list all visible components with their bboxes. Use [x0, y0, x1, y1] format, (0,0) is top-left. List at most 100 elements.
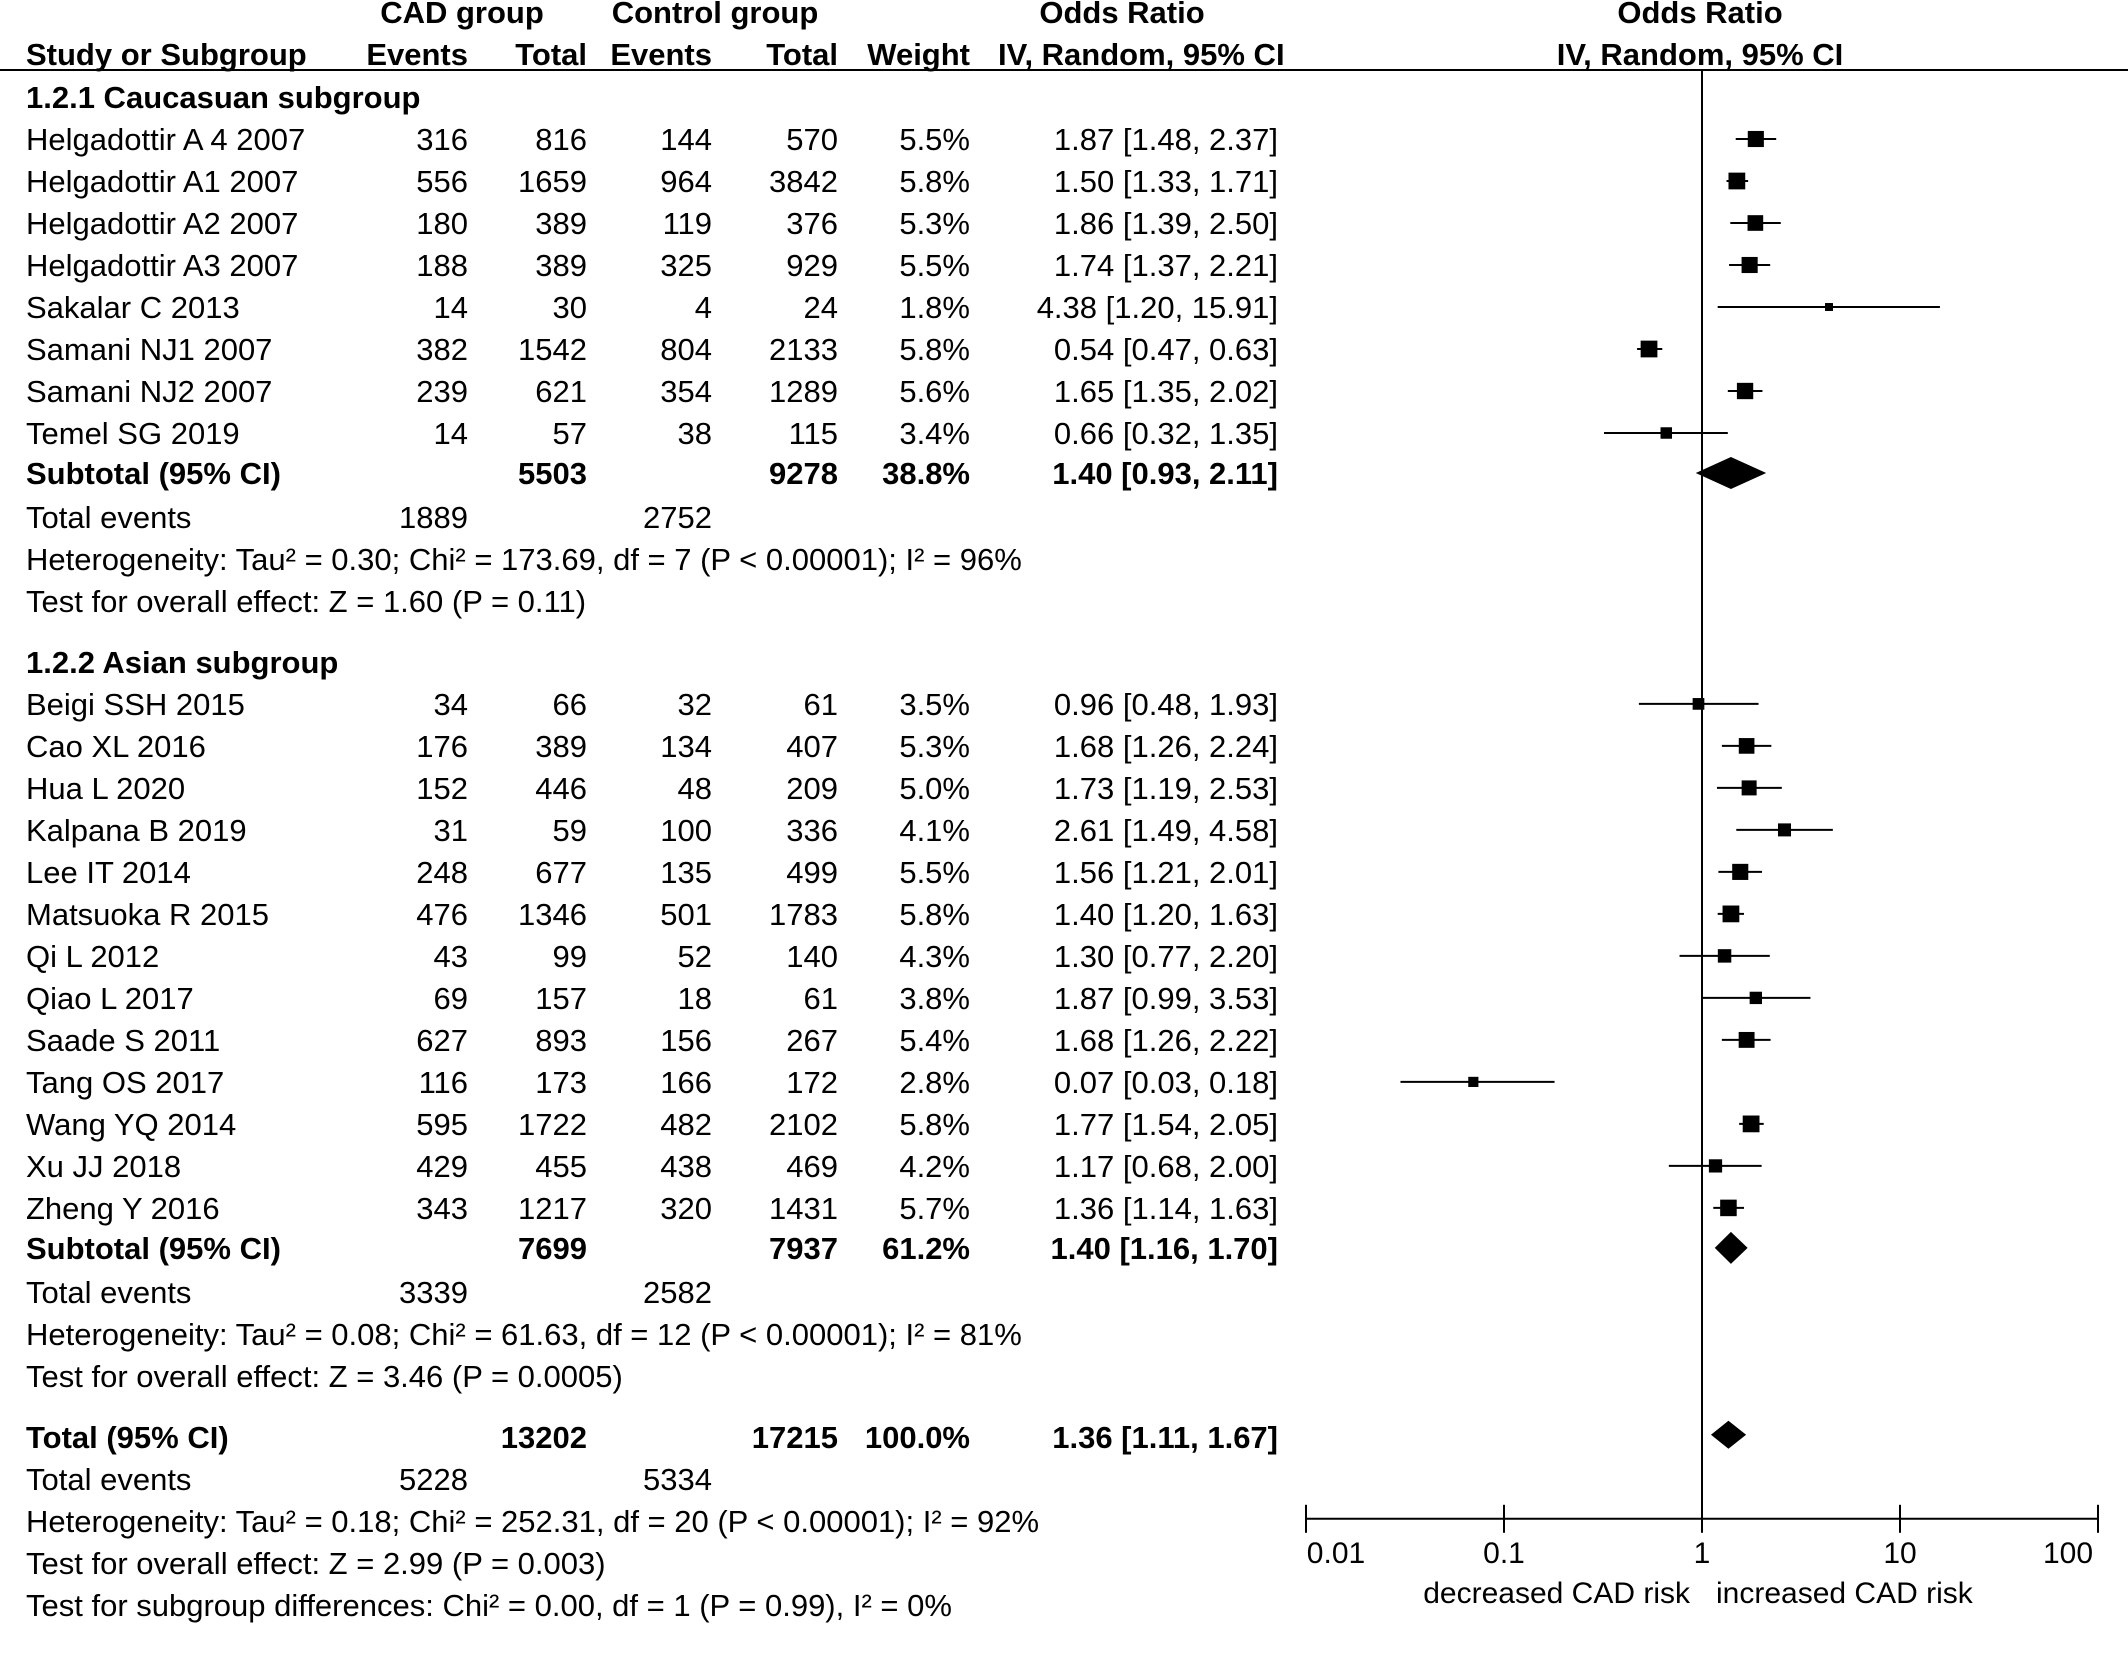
cad-total: 455	[535, 1149, 587, 1184]
table-row: Wang YQ 2014 595 1722 482 2102 5.8% 1.77 [1.54…	[26, 1107, 1278, 1142]
point-estimate	[1722, 905, 1740, 923]
odds-ratio-ci: 1.86 [1.39, 2.50]	[1054, 206, 1278, 241]
subgroup-title: 1.2.2 Asian subgroup	[26, 645, 338, 680]
odds-ratio-ci: 4.38 [1.20, 15.91]	[1037, 290, 1278, 325]
weight: 5.5%	[899, 855, 970, 890]
total-events-label: Total events	[26, 500, 191, 535]
weight: 5.8%	[899, 1107, 970, 1142]
total-events-cad: 3339	[399, 1275, 468, 1310]
study-mark	[1400, 1076, 1555, 1087]
cad-events: 31	[434, 813, 468, 848]
control-total: 570	[786, 122, 838, 157]
x-tick-label: 0.01	[1307, 1537, 1365, 1570]
control-events: 38	[678, 416, 712, 451]
subtotal-cad-total: 5503	[518, 456, 587, 491]
table-row: Beigi SSH 2015 34 66 32 61 3.5% 0.96 [0.48, 1.…	[26, 687, 1278, 722]
x-label-left: decreased CAD risk	[1423, 1577, 1691, 1610]
total-events-control: 5334	[643, 1462, 712, 1497]
header-odds-ratio: Odds Ratio	[1039, 0, 1204, 30]
weight: 4.1%	[899, 813, 970, 848]
weight: 5.3%	[899, 206, 970, 241]
study-name: Sakalar C 2013	[26, 290, 240, 325]
study-name: Hua L 2020	[26, 771, 185, 806]
cad-events: 176	[416, 729, 468, 764]
table-row: Zheng Y 2016 343 1217 320 1431 5.7% 1.36 [1.14…	[26, 1191, 1278, 1226]
total-weight: 100.0%	[865, 1420, 970, 1455]
subtotal-ci: 1.40 [0.93, 2.11]	[1052, 456, 1278, 491]
control-events: 48	[678, 771, 712, 806]
cad-events: 43	[434, 939, 468, 974]
x-tick-label: 1	[1694, 1537, 1711, 1570]
cad-total: 446	[535, 771, 587, 806]
control-total: 929	[786, 248, 838, 283]
odds-ratio-ci: 2.61 [1.49, 4.58]	[1054, 813, 1278, 848]
study-name: Zheng Y 2016	[26, 1191, 220, 1226]
subtotal-control-total: 7937	[769, 1231, 838, 1266]
study-name: Helgadottir A2 2007	[26, 206, 298, 241]
control-total: 61	[804, 981, 838, 1016]
x-label-right: increased CAD risk	[1716, 1577, 1974, 1610]
table-row: Qiao L 2017 69 157 18 61 3.8% 1.87 [0.99, 3.53…	[26, 981, 1278, 1016]
table-row: Helgadottir A 4 2007 316 816 144 570 5.5% 1.87…	[26, 122, 1278, 157]
point-estimate	[1728, 172, 1746, 190]
cad-events: 14	[434, 416, 468, 451]
study-mark	[1717, 905, 1745, 923]
odds-ratio-ci: 1.87 [0.99, 3.53]	[1054, 981, 1278, 1016]
point-estimate	[1747, 215, 1764, 231]
odds-ratio-ci: 1.30 [0.77, 2.20]	[1054, 939, 1278, 974]
control-total: 209	[786, 771, 838, 806]
cad-total: 816	[535, 122, 587, 157]
point-estimate	[1738, 738, 1755, 754]
x-tick-label: 0.1	[1483, 1537, 1525, 1570]
cad-events: 343	[416, 1191, 468, 1226]
study-mark	[1638, 698, 1759, 710]
control-total: 24	[804, 290, 838, 325]
plot-marks	[1400, 130, 1940, 1449]
study-mark	[1717, 303, 1940, 311]
odds-ratio-ci: 1.68 [1.26, 2.24]	[1054, 729, 1278, 764]
study-mark	[1727, 382, 1763, 400]
table-row: Helgadottir A1 2007 556 1659 964 3842 5.8% 1.5…	[26, 164, 1278, 199]
total-diamond	[1710, 1420, 1747, 1449]
cad-total: 1542	[518, 332, 587, 367]
total-label: Total (95% CI)	[26, 1420, 229, 1455]
study-name: Saade S 2011	[26, 1023, 220, 1058]
odds-ratio-ci: 1.36 [1.14, 1.63]	[1054, 1191, 1278, 1226]
weight: 2.8%	[899, 1065, 970, 1100]
weight: 5.8%	[899, 897, 970, 932]
cad-events: 556	[416, 164, 468, 199]
control-total: 407	[786, 729, 838, 764]
table-row: Lee IT 2014 248 677 135 499 5.5% 1.56 [1.21, 2…	[26, 855, 1278, 890]
header-weight: Weight	[867, 37, 970, 72]
study-mark	[1637, 340, 1663, 358]
x-axis: 0.01 0.1 1 10 100 decreased CAD risk increased…	[1305, 70, 2099, 1610]
control-events: 144	[660, 122, 712, 157]
cad-events: 248	[416, 855, 468, 890]
study-mark	[1721, 738, 1772, 754]
cad-events: 34	[434, 687, 468, 722]
weight: 5.5%	[899, 248, 970, 283]
subgroup-differences: Test for subgroup differences: Chi² = 0.…	[26, 1588, 952, 1623]
point-estimate	[1749, 991, 1763, 1005]
control-events: 964	[660, 164, 712, 199]
subtotal-control-total: 9278	[769, 456, 838, 491]
study-name: Temel SG 2019	[26, 416, 240, 451]
table-row: Tang OS 2017 116 173 166 172 2.8% 0.07 [0.03, …	[26, 1065, 1278, 1100]
cad-events: 239	[416, 374, 468, 409]
table-row: Kalpana B 2019 31 59 100 336 4.1% 2.61 [1.49, …	[26, 813, 1278, 848]
odds-ratio-ci: 1.17 [0.68, 2.00]	[1054, 1149, 1278, 1184]
study-name: Cao XL 2016	[26, 729, 206, 764]
cad-total: 1722	[518, 1107, 587, 1142]
control-events: 482	[660, 1107, 712, 1142]
point-estimate	[1640, 340, 1658, 358]
total-events-label: Total events	[26, 1462, 191, 1497]
study-name: Wang YQ 2014	[26, 1107, 236, 1142]
study-mark	[1735, 130, 1777, 148]
subtotal-weight: 38.8%	[882, 456, 970, 491]
subtotal-diamond	[1695, 457, 1767, 489]
table-row: Helgadottir A2 2007 180 389 119 376 5.3% 1.86 …	[26, 206, 1278, 241]
cad-events: 429	[416, 1149, 468, 1184]
control-total: 336	[786, 813, 838, 848]
cad-events: 180	[416, 206, 468, 241]
control-events: 32	[678, 687, 712, 722]
